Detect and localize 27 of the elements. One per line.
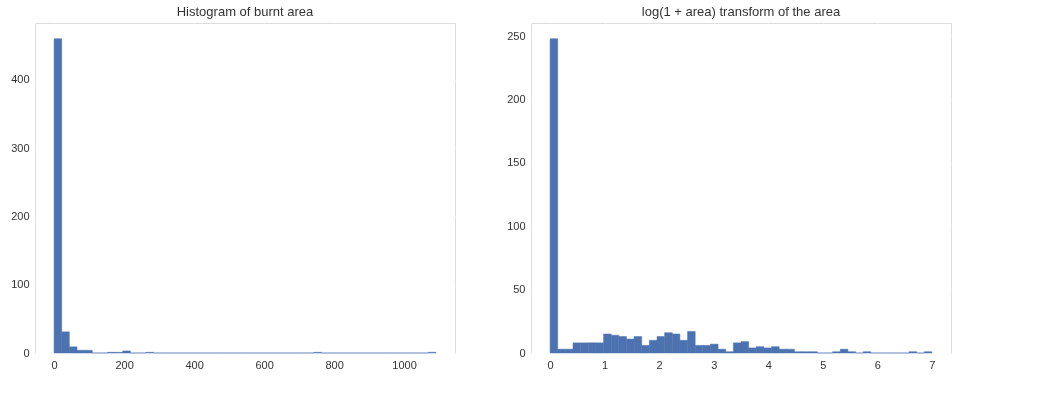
y-tick-label: 200 [507, 93, 526, 106]
x-tick-label: 4 [765, 358, 772, 371]
x-tick-label: 2 [656, 358, 663, 371]
x-tick-label: 6 [874, 358, 881, 371]
x-tick-label: 3 [711, 358, 718, 371]
x-tick-label: 1000 [392, 358, 417, 371]
x-tick-label: 7 [929, 358, 936, 371]
y-tick-label: 150 [507, 156, 526, 169]
x-tick-label: 1 [602, 358, 609, 371]
x-tick-label: 400 [185, 358, 204, 371]
chart-title: log(1 + area) transform of the area [641, 4, 841, 19]
y-tick-label: 100 [507, 219, 526, 232]
x-tick-label: 0 [547, 358, 554, 371]
x-tick-label: 200 [115, 358, 134, 371]
x-tick-label: 0 [51, 358, 58, 371]
x-tick-label: 5 [820, 358, 827, 371]
y-tick-label: 0 [519, 346, 526, 359]
y-tick-label: 400 [11, 73, 30, 86]
y-tick-label: 50 [513, 283, 526, 296]
chart-title: Histogram of burnt area [176, 4, 315, 19]
x-tick-label: 600 [255, 358, 274, 371]
y-tick-label: 300 [11, 141, 30, 154]
y-tick-label: 0 [23, 346, 30, 359]
y-tick-label: 100 [11, 278, 30, 291]
x-tick-label: 800 [325, 358, 344, 371]
y-tick-label: 200 [11, 209, 30, 222]
y-tick-label: 250 [507, 29, 526, 42]
